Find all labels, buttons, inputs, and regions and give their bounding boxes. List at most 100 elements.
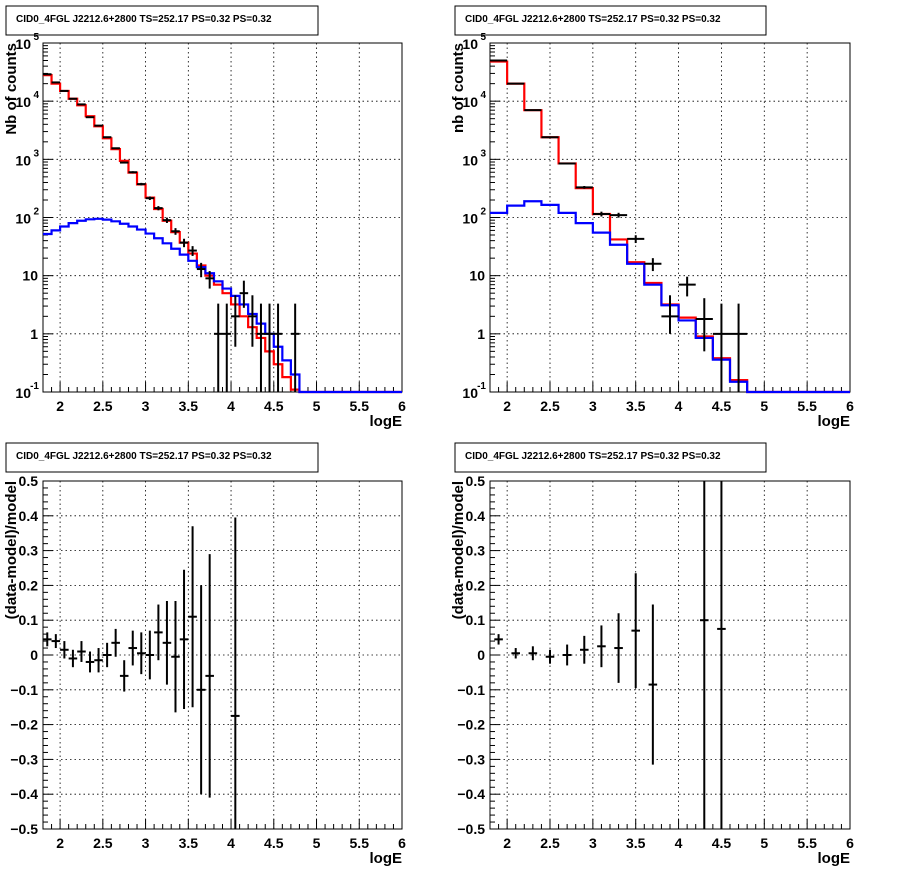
y-tick-label: 0.1 bbox=[19, 612, 39, 628]
data-point bbox=[60, 641, 69, 659]
y-tick-exponent: 2 bbox=[33, 207, 39, 218]
y-tick-label: 0.2 bbox=[466, 577, 486, 593]
x-axis-label: logE bbox=[370, 413, 403, 430]
data-point bbox=[51, 634, 61, 649]
x-tick-label: 2.5 bbox=[540, 398, 560, 414]
chart-panel-4: CID0_4FGL J2212.6+2800 TS=252.17 PS=0.32… bbox=[450, 442, 854, 867]
y-tick-label: 10 bbox=[462, 36, 478, 52]
x-tick-label: 5.5 bbox=[350, 398, 370, 414]
x-tick-label: 4 bbox=[675, 398, 683, 414]
data-point bbox=[575, 185, 593, 189]
title-box bbox=[454, 5, 767, 36]
x-tick-label: 2 bbox=[503, 398, 511, 414]
y-tick-label: 10 bbox=[15, 36, 31, 52]
x-axis-ticks bbox=[489, 382, 851, 392]
data-point bbox=[68, 649, 78, 668]
y-axis-label: Nb of counts bbox=[3, 43, 20, 135]
y-tick-exponent: 2 bbox=[480, 207, 486, 218]
data-point bbox=[154, 604, 163, 661]
chart-title: CID0_4FGL J2212.6+2800 TS=252.17 PS=0.32… bbox=[16, 451, 272, 462]
series-step-1 bbox=[43, 74, 402, 394]
y-axis-label: (data-model)/model bbox=[450, 481, 467, 619]
data-points bbox=[494, 481, 726, 829]
chart-title: CID0_4FGL J2212.6+2800 TS=252.17 PS=0.32… bbox=[465, 451, 721, 462]
data-point bbox=[610, 212, 628, 218]
data-point bbox=[580, 635, 589, 664]
y-tick-label: 1 bbox=[30, 326, 38, 342]
data-points bbox=[43, 73, 300, 392]
x-tick-label: 3.5 bbox=[626, 835, 646, 851]
plot-frame bbox=[42, 480, 403, 830]
x-tick-label: 2 bbox=[56, 398, 64, 414]
data-point bbox=[171, 228, 180, 235]
data-point bbox=[196, 585, 206, 795]
x-tick-label: 3 bbox=[589, 398, 597, 414]
data-point bbox=[273, 303, 283, 392]
y-axis-ticks bbox=[490, 480, 500, 830]
x-axis-ticks bbox=[489, 819, 851, 829]
x-tick-label: 5.5 bbox=[797, 398, 817, 414]
x-tick-label: 5 bbox=[313, 835, 321, 851]
data-point bbox=[145, 196, 155, 200]
y-tick-label: −0.4 bbox=[457, 786, 485, 802]
chart-title: CID0_4FGL J2212.6+2800 TS=252.17 PS=0.32… bbox=[16, 14, 272, 25]
data-point bbox=[205, 271, 214, 289]
data-point bbox=[94, 124, 103, 127]
x-tick-label: 4.5 bbox=[264, 398, 284, 414]
data-point bbox=[111, 147, 120, 150]
data-point bbox=[717, 481, 726, 829]
y-tick-label: 10 bbox=[462, 385, 478, 401]
chart-panel-2: CID0_4FGL J2212.6+2800 TS=252.17 PS=0.32… bbox=[450, 5, 854, 430]
data-point bbox=[256, 303, 266, 392]
y-tick-exponent: 3 bbox=[33, 148, 39, 159]
y-tick-label: 0.4 bbox=[466, 508, 486, 524]
data-point bbox=[562, 644, 572, 666]
title-box bbox=[5, 442, 319, 473]
y-tick-label: 10 bbox=[15, 94, 31, 110]
data-point bbox=[648, 604, 658, 765]
data-point bbox=[631, 573, 640, 689]
y-tick-label: 10 bbox=[462, 94, 478, 110]
y-axis-label: (data-model)/model bbox=[3, 481, 20, 619]
y-axis-ticks bbox=[43, 45, 53, 393]
data-point bbox=[77, 641, 86, 662]
y-tick-label: 10 bbox=[462, 152, 478, 168]
x-tick-label: 3 bbox=[142, 835, 150, 851]
x-tick-label: 2.5 bbox=[93, 398, 113, 414]
y-tick-label: 0 bbox=[477, 647, 485, 663]
chart-panel-1: CID0_4FGL J2212.6+2800 TS=252.17 PS=0.32… bbox=[3, 5, 406, 430]
data-point bbox=[179, 238, 189, 248]
x-tick-label: 6 bbox=[846, 398, 854, 414]
data-point bbox=[614, 613, 623, 683]
data-point bbox=[695, 298, 713, 352]
x-tick-label: 2.5 bbox=[540, 835, 560, 851]
x-tick-label: 2 bbox=[56, 835, 64, 851]
y-tick-exponent: 5 bbox=[33, 32, 39, 43]
plot-frame bbox=[42, 42, 403, 393]
y-tick-label: −0.5 bbox=[457, 821, 485, 837]
data-point bbox=[137, 632, 146, 675]
chart-panel-3: CID0_4FGL J2212.6+2800 TS=252.17 PS=0.32… bbox=[3, 442, 406, 867]
data-point bbox=[128, 630, 138, 666]
data-point bbox=[85, 651, 95, 673]
x-tick-label: 3.5 bbox=[179, 835, 199, 851]
y-tick-label: 0.3 bbox=[19, 543, 39, 559]
y-tick-label: −0.2 bbox=[457, 717, 485, 733]
y-tick-label: 10 bbox=[15, 211, 31, 227]
data-point bbox=[145, 630, 155, 680]
x-axis-label: logE bbox=[818, 413, 851, 430]
y-tick-label: 10 bbox=[15, 152, 31, 168]
data-point bbox=[179, 569, 189, 709]
y-tick-label: 0.1 bbox=[466, 612, 486, 628]
data-point bbox=[627, 235, 645, 244]
x-tick-label: 2 bbox=[503, 835, 511, 851]
data-point bbox=[171, 601, 180, 713]
y-tick-exponent: -1 bbox=[30, 381, 39, 392]
data-point bbox=[592, 211, 610, 217]
y-tick-exponent: 3 bbox=[480, 148, 486, 159]
y-tick-label: −0.3 bbox=[457, 751, 485, 767]
data-point bbox=[196, 262, 206, 278]
y-tick-label: 0.2 bbox=[19, 577, 39, 593]
data-point bbox=[231, 295, 240, 347]
y-tick-label: 0.3 bbox=[466, 543, 486, 559]
